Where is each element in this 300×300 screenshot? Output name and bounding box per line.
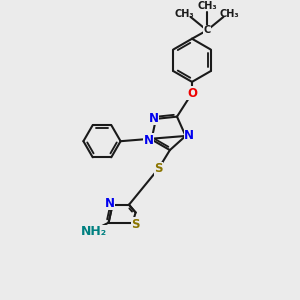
Text: S: S: [131, 218, 140, 231]
Text: CH₃: CH₃: [197, 2, 217, 11]
Text: C: C: [203, 25, 211, 35]
Text: N: N: [144, 134, 154, 147]
Text: N: N: [104, 197, 115, 210]
Text: CH₃: CH₃: [220, 9, 239, 19]
Text: N: N: [184, 130, 194, 142]
Text: N: N: [148, 112, 159, 125]
Text: CH₃: CH₃: [175, 9, 194, 19]
Text: S: S: [154, 162, 163, 175]
Text: O: O: [187, 87, 197, 100]
Text: NH₂: NH₂: [80, 225, 107, 238]
